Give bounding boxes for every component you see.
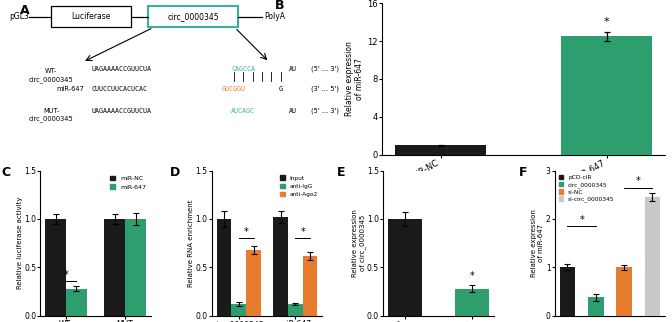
- Y-axis label: Relative luciferase activity: Relative luciferase activity: [17, 197, 23, 289]
- Text: PolyA: PolyA: [264, 12, 285, 21]
- Text: circ_0000345: circ_0000345: [167, 12, 219, 21]
- Legend: Input, anti-IgG, anti-Ago2: Input, anti-IgG, anti-Ago2: [278, 174, 319, 199]
- Bar: [125, 219, 146, 316]
- Text: *: *: [470, 271, 474, 281]
- Text: F: F: [519, 166, 528, 179]
- Text: WT-
circ_0000345: WT- circ_0000345: [29, 68, 74, 82]
- Text: (3' ... 5'): (3' ... 5'): [311, 85, 339, 92]
- Text: D: D: [170, 166, 180, 179]
- Bar: [45, 219, 66, 316]
- Text: Luciferase: Luciferase: [71, 12, 111, 21]
- Text: E: E: [337, 166, 345, 179]
- Bar: [217, 219, 231, 316]
- Y-axis label: Relative expression
of circ_0000345: Relative expression of circ_0000345: [351, 209, 366, 277]
- Bar: [456, 289, 489, 316]
- Text: AUCAGC: AUCAGC: [231, 108, 255, 114]
- Text: miR-647: miR-647: [56, 86, 84, 91]
- Bar: [644, 197, 661, 316]
- Text: CUUCCUUCACUCAC: CUUCCUUCACUCAC: [91, 86, 147, 91]
- Bar: [288, 304, 302, 316]
- Bar: [231, 304, 246, 316]
- Text: *: *: [244, 227, 249, 237]
- Bar: [246, 250, 261, 316]
- Legend: miR-NC, miR-647: miR-NC, miR-647: [108, 174, 148, 192]
- Bar: [395, 145, 487, 155]
- Text: C: C: [1, 166, 11, 179]
- Text: MUT-
circ_0000345: MUT- circ_0000345: [29, 108, 74, 122]
- Bar: [588, 297, 603, 316]
- Bar: [274, 217, 288, 316]
- Text: AU: AU: [288, 66, 296, 72]
- Text: UAGAAAACCGUUCUA: UAGAAAACCGUUCUA: [91, 108, 151, 114]
- Text: AU: AU: [288, 108, 296, 114]
- Legend: pCD-ciR, circ_0000345, si-NC, si-circ_0000345: pCD-ciR, circ_0000345, si-NC, si-circ_00…: [558, 174, 616, 204]
- Text: *: *: [604, 17, 610, 27]
- Text: pGL3: pGL3: [9, 12, 29, 21]
- Bar: [105, 219, 125, 316]
- Text: G: G: [279, 86, 283, 91]
- Text: *: *: [636, 176, 640, 186]
- Text: (5' ... 3'): (5' ... 3'): [311, 108, 339, 114]
- Bar: [302, 256, 317, 316]
- Y-axis label: Relative RNA enrichment: Relative RNA enrichment: [188, 199, 194, 287]
- Bar: [561, 36, 653, 155]
- Text: *: *: [300, 227, 305, 237]
- Text: B: B: [274, 0, 284, 12]
- FancyBboxPatch shape: [51, 6, 131, 27]
- Text: *: *: [579, 215, 584, 225]
- Text: A: A: [20, 4, 30, 17]
- FancyBboxPatch shape: [149, 6, 239, 27]
- Text: GUCGGU: GUCGGU: [222, 86, 246, 91]
- Bar: [616, 267, 632, 316]
- Text: UAGAAAACCGUUCUA: UAGAAAACCGUUCUA: [91, 66, 151, 72]
- Bar: [560, 267, 575, 316]
- Y-axis label: Relative expression
of miR-647: Relative expression of miR-647: [532, 209, 544, 277]
- Text: *: *: [64, 270, 69, 280]
- Y-axis label: Relative expression
of miR-647: Relative expression of miR-647: [345, 42, 364, 116]
- Text: CAGCCA: CAGCCA: [231, 66, 255, 72]
- Bar: [66, 289, 87, 316]
- Bar: [388, 219, 422, 316]
- Text: (5' ... 3'): (5' ... 3'): [311, 66, 339, 72]
